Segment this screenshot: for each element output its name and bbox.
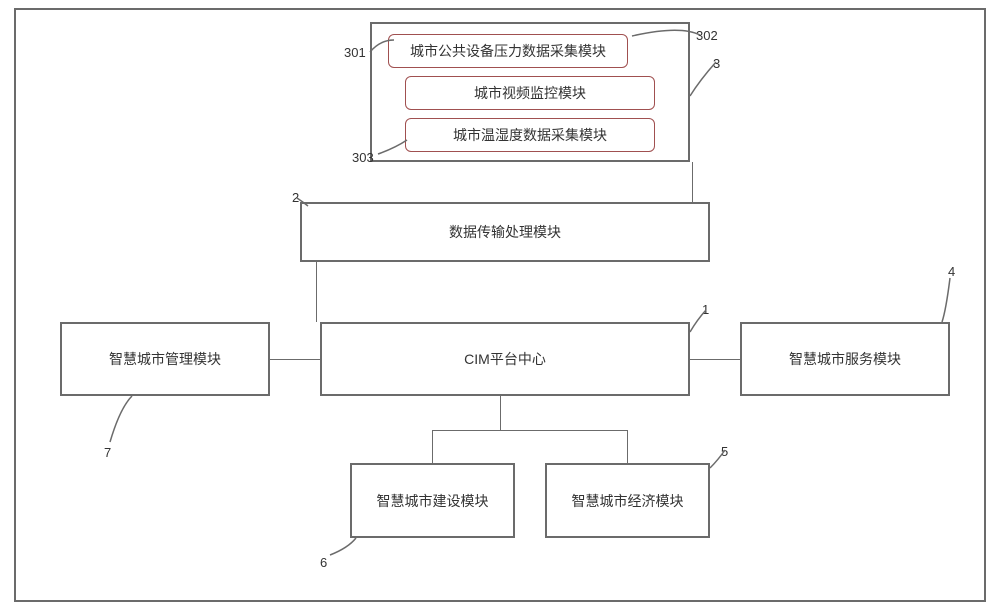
ref-label-302: 302 <box>696 28 718 43</box>
node-inner_2: 城市视频监控模块 <box>405 76 655 110</box>
ref-label-7: 7 <box>104 445 111 460</box>
connector-2 <box>270 359 320 360</box>
ref-label-303: 303 <box>352 150 374 165</box>
ref-label-5: 5 <box>721 444 728 459</box>
connector-7 <box>627 430 628 463</box>
ref-label-2: 2 <box>292 190 299 205</box>
node-center_box: CIM平台中心 <box>320 322 690 396</box>
ref-label-6: 6 <box>320 555 327 570</box>
connector-4 <box>500 396 501 430</box>
ref-label-301: 301 <box>344 45 366 60</box>
node-bottom_left: 智慧城市建设模块 <box>350 463 515 538</box>
node-data_box: 数据传输处理模块 <box>300 202 710 262</box>
node-bottom_right: 智慧城市经济模块 <box>545 463 710 538</box>
ref-label-3: 3 <box>713 56 720 71</box>
connector-1 <box>316 262 317 322</box>
node-inner_3: 城市温湿度数据采集模块 <box>405 118 655 152</box>
ref-label-4: 4 <box>948 264 955 279</box>
node-left_box: 智慧城市管理模块 <box>60 322 270 396</box>
connector-5 <box>432 430 627 431</box>
node-right_box: 智慧城市服务模块 <box>740 322 950 396</box>
ref-label-1: 1 <box>702 302 709 317</box>
node-inner_1: 城市公共设备压力数据采集模块 <box>388 34 628 68</box>
connector-3 <box>690 359 740 360</box>
connector-0 <box>692 162 693 202</box>
connector-6 <box>432 430 433 463</box>
